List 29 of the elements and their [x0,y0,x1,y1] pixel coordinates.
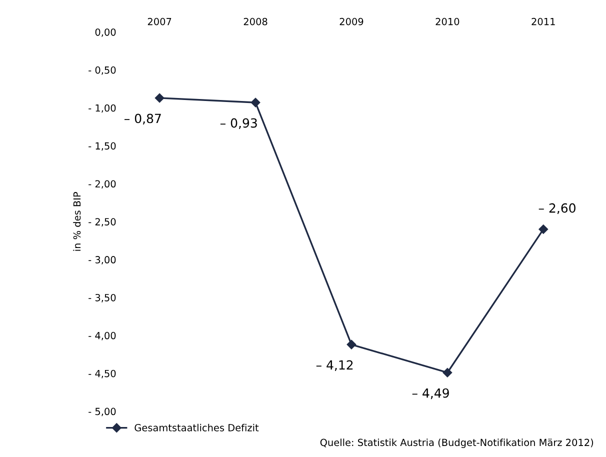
data-label: – 4,49 [412,388,449,400]
point [442,368,452,378]
y-axis-title: in % des BIP [73,192,81,251]
point [538,224,548,234]
y-tick-label: - 4,50 [88,370,116,378]
point [346,340,356,350]
data-label: – 0,87 [124,114,161,124]
y-tick-label: - 1,50 [88,142,116,151]
x-tick-label: 2009 [340,18,364,26]
x-tick-label: 2007 [148,18,172,26]
x-tick-label: 2008 [244,18,268,26]
y-tick-label: - 2,00 [88,180,116,189]
source-note: Quelle: Statistik Austria (Budget-Notifikation März 2012) [320,438,594,448]
y-tick-label: - 0,50 [88,66,116,75]
y-tick-label: - 4,00 [88,332,116,340]
x-tick-label: 2011 [532,18,555,26]
y-tick-label: - 1,00 [88,104,116,113]
data-label: – 0,93 [220,118,257,129]
y-tick-label: - 2,50 [88,218,116,226]
data-label: – 4,12 [316,360,353,371]
data-label: – 2,60 [538,203,576,214]
y-tick-label: - 5,00 [88,408,116,416]
y-tick-label: 0,00 [95,28,116,37]
x-tick-label: 2010 [436,18,460,26]
y-tick-label: - 3,50 [88,294,116,302]
point [154,93,164,103]
legend-label: Gesamtstaatliches Defizit [134,424,259,432]
y-tick-label: - 3,00 [88,256,116,264]
point [250,98,260,108]
